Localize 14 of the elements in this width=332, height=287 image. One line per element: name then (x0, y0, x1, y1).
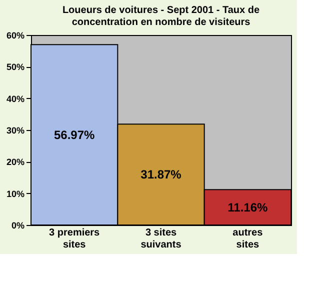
y-tick-label: 20% (6, 157, 24, 168)
y-tick-label: 50% (6, 62, 24, 72)
y-tick-label: 30% (6, 126, 24, 136)
y-tick-label: 10% (6, 188, 24, 199)
data-label: 11.16% (228, 200, 268, 214)
x-tick-label: 3 premiers sites (49, 228, 100, 250)
data-label: 31.87% (140, 168, 182, 182)
y-tick-label: 0% (11, 220, 24, 230)
chart-title: Loueurs de voitures - Sept 2001 - Taux de concentration en nombre de visiteurs (62, 5, 260, 28)
x-tick-label: 3 sites suivants (140, 228, 182, 250)
y-tick-label: 60% (6, 30, 24, 40)
data-label: 56.97% (54, 128, 96, 142)
y-tick-label: 40% (6, 94, 24, 104)
x-tick-label: autres sites (232, 228, 264, 250)
